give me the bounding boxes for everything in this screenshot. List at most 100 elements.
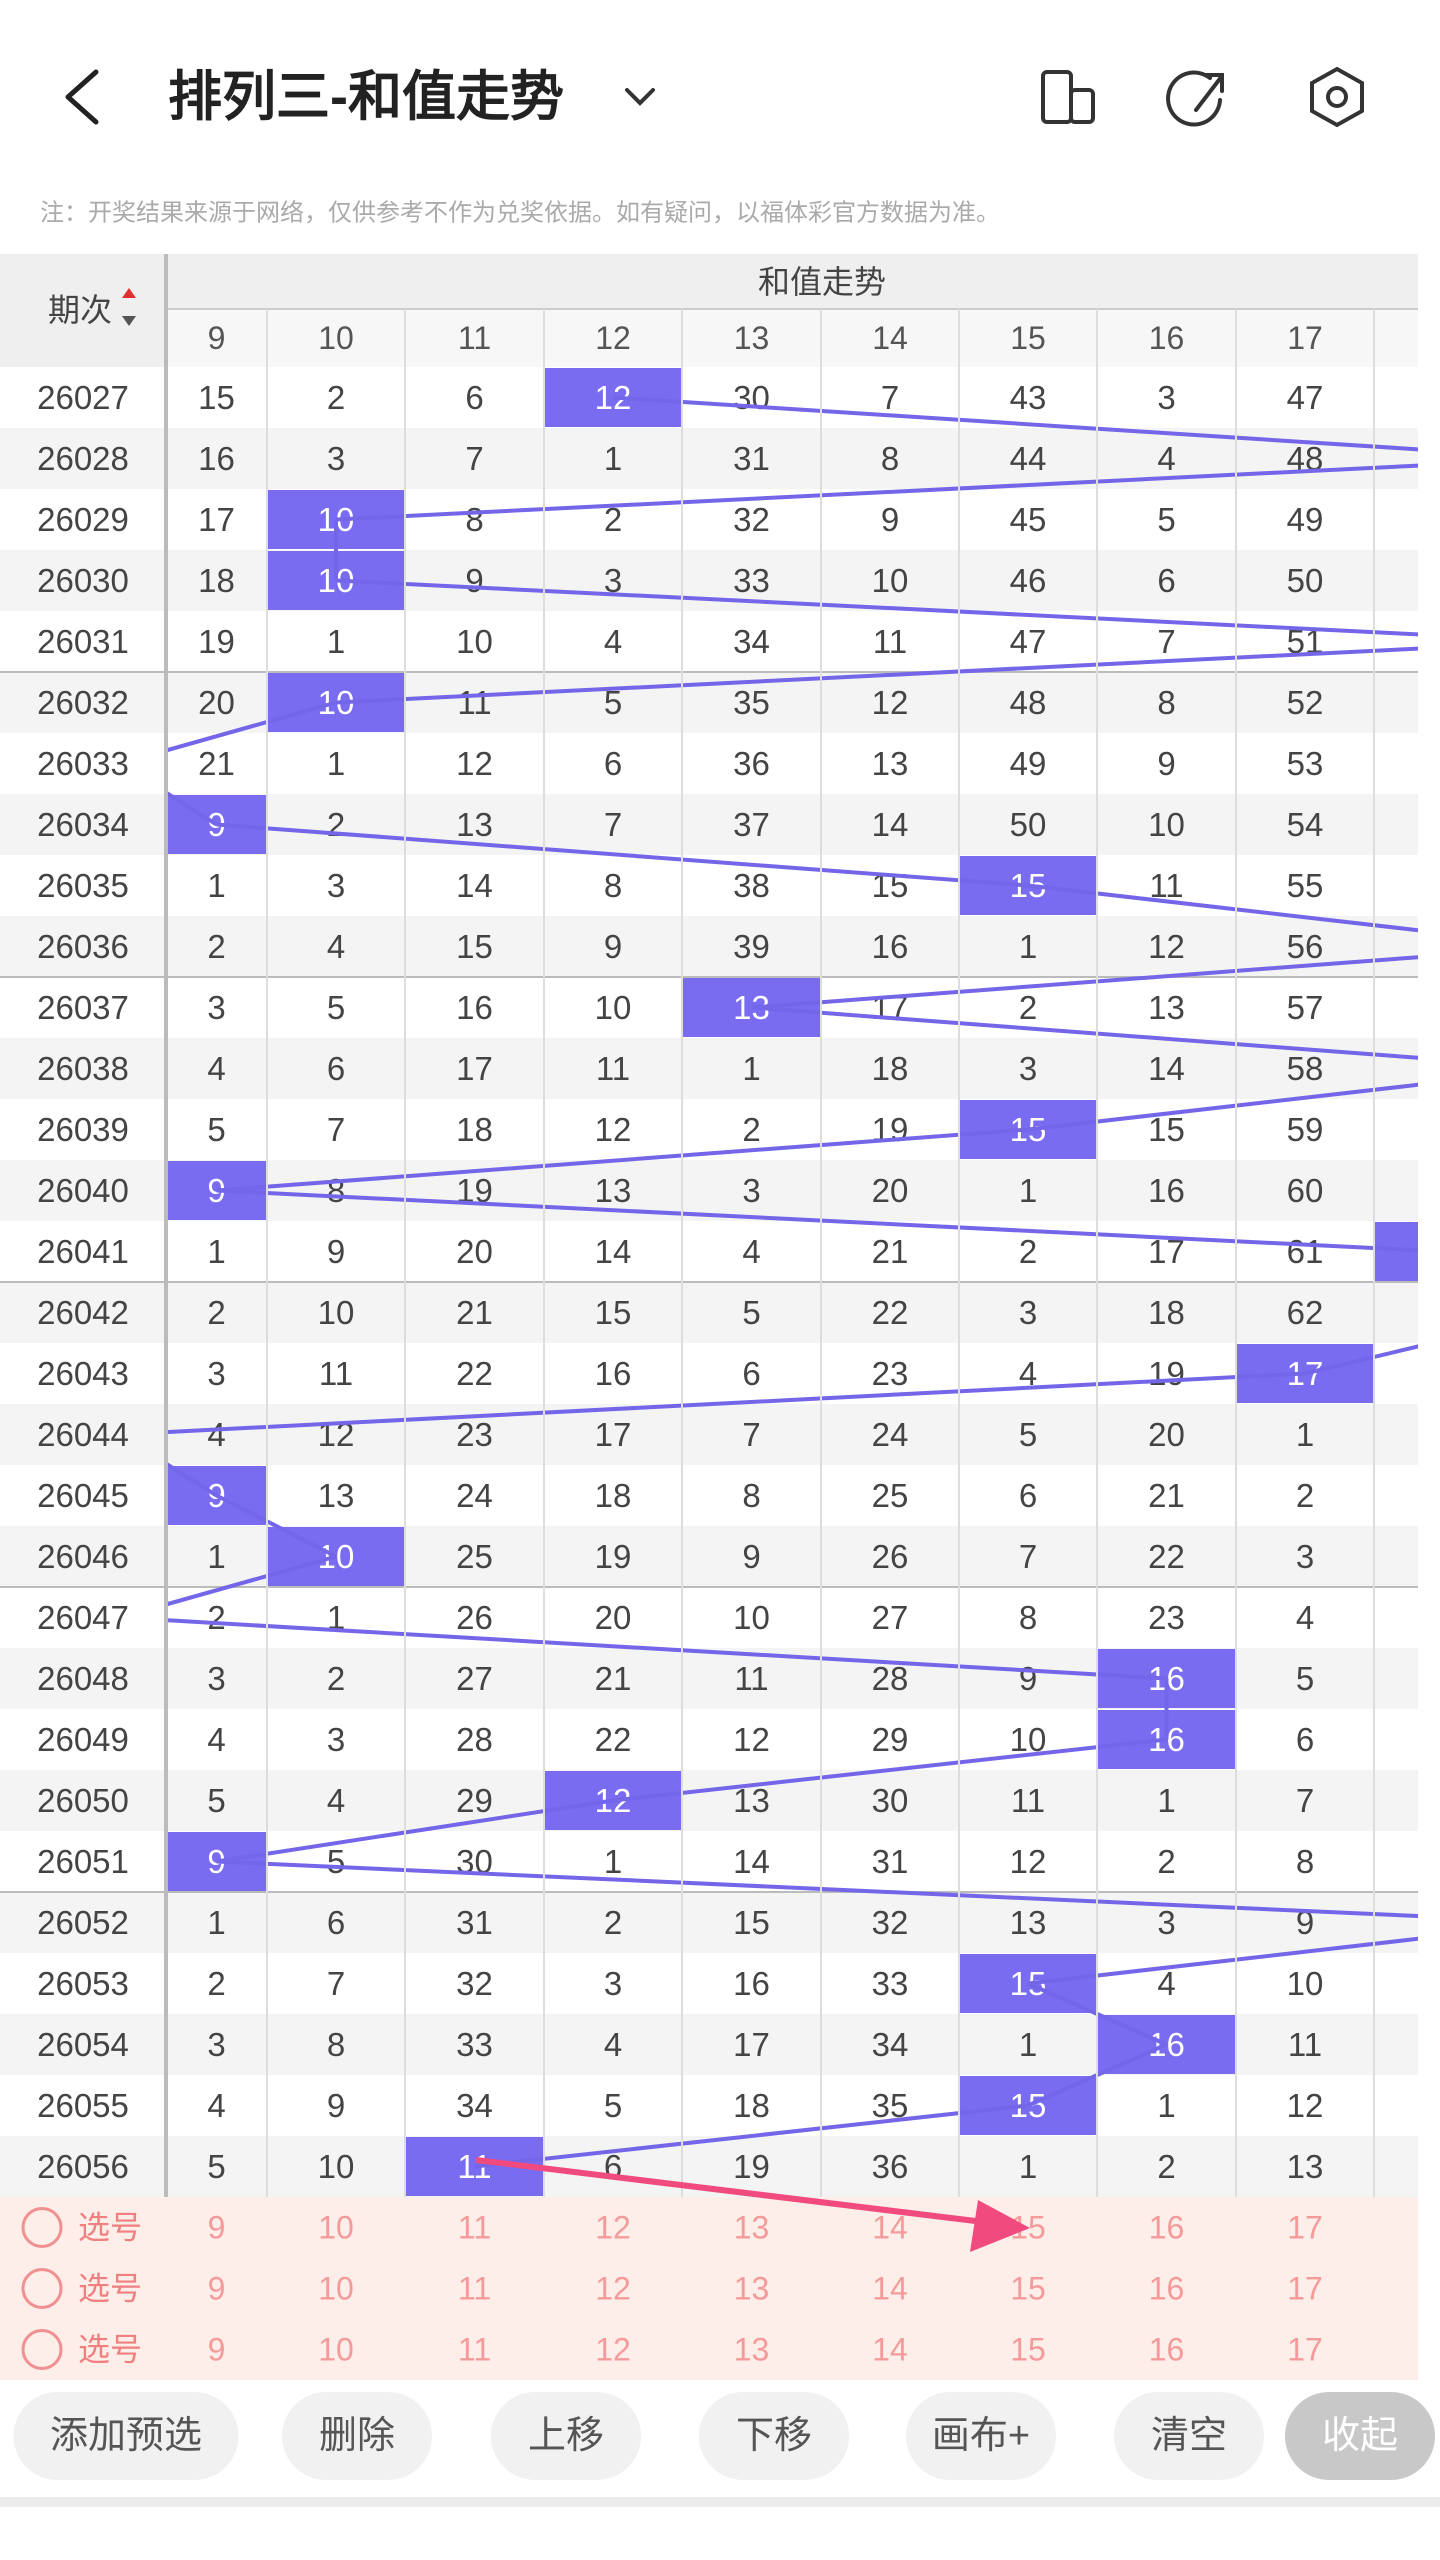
cell: 56 bbox=[1287, 928, 1324, 965]
button-label[interactable]: 清空 bbox=[1151, 2415, 1227, 2457]
button-bg[interactable] bbox=[491, 2392, 641, 2480]
cell: 14 bbox=[1148, 1050, 1185, 1087]
select-cell[interactable]: 13 bbox=[734, 2210, 770, 2246]
select-bg bbox=[0, 2197, 1418, 2380]
cell: 1 bbox=[1157, 2087, 1175, 2124]
select-cell[interactable]: 17 bbox=[1287, 2332, 1323, 2368]
select-cell[interactable]: 11 bbox=[458, 2332, 491, 2368]
select-cell[interactable]: 10 bbox=[318, 2332, 354, 2368]
title-dropdown[interactable] bbox=[625, 88, 655, 106]
cell: 10 bbox=[1148, 806, 1185, 843]
select-cell[interactable]: 17 bbox=[1287, 2210, 1323, 2246]
select-cell[interactable]: 9 bbox=[208, 2332, 226, 2368]
cell: 1 bbox=[604, 440, 622, 477]
select-radio[interactable] bbox=[21, 2207, 63, 2248]
cell: 20 bbox=[595, 1599, 632, 1636]
cell: 15 bbox=[733, 1904, 770, 1941]
button-label[interactable]: 下移 bbox=[736, 2415, 812, 2457]
cell: 3 bbox=[604, 562, 622, 599]
bottom-bar bbox=[0, 2497, 1440, 2560]
select-label[interactable]: 选号 bbox=[78, 2271, 142, 2307]
button[interactable]: 下移 bbox=[699, 2392, 849, 2480]
select-cell[interactable]: 12 bbox=[595, 2210, 631, 2246]
button-label[interactable]: 上移 bbox=[528, 2415, 604, 2457]
select-cell[interactable]: 17 bbox=[1287, 2271, 1323, 2307]
select-cell[interactable]: 12 bbox=[595, 2271, 631, 2307]
select-cell[interactable]: 15 bbox=[1010, 2271, 1046, 2307]
cell: 3 bbox=[742, 1172, 760, 1209]
cell: 3 bbox=[1019, 1294, 1037, 1331]
select-cell[interactable]: 11 bbox=[458, 2210, 491, 2246]
button-label[interactable]: 添加预选 bbox=[50, 2415, 202, 2457]
cell: 9 bbox=[465, 562, 483, 599]
select-cell[interactable]: 14 bbox=[872, 2271, 908, 2307]
select-cell[interactable]: 9 bbox=[208, 2210, 226, 2246]
cell: 13 bbox=[1010, 1904, 1047, 1941]
cell: 10 bbox=[872, 562, 909, 599]
button-label[interactable]: 删除 bbox=[319, 2415, 395, 2457]
button[interactable]: 删除 bbox=[282, 2392, 432, 2480]
select-radio[interactable] bbox=[21, 2268, 63, 2309]
row-bg bbox=[0, 1343, 1418, 1404]
cell: 1 bbox=[207, 1233, 225, 1270]
select-cell[interactable]: 12 bbox=[595, 2332, 631, 2368]
cell: 7 bbox=[465, 440, 483, 477]
select-cell[interactable]: 10 bbox=[318, 2271, 354, 2307]
select-cell[interactable]: 16 bbox=[1149, 2271, 1185, 2307]
sort-down[interactable] bbox=[122, 316, 136, 326]
button[interactable]: 添加预选 bbox=[13, 2392, 239, 2480]
sort-up[interactable] bbox=[122, 288, 136, 298]
select-cell[interactable]: 9 bbox=[208, 2271, 226, 2307]
select-cell[interactable]: 13 bbox=[734, 2332, 770, 2368]
back-button[interactable] bbox=[65, 69, 99, 125]
cell: 13 bbox=[456, 806, 493, 843]
cell: 32 bbox=[872, 1904, 909, 1941]
cell: 1 bbox=[1019, 1172, 1037, 1209]
cell: 18 bbox=[595, 1477, 632, 1514]
layout-icon[interactable] bbox=[1041, 70, 1095, 124]
cell: 19 bbox=[198, 623, 235, 660]
cell: 2 bbox=[327, 806, 345, 843]
select-cell[interactable]: 16 bbox=[1149, 2210, 1185, 2246]
cell: 1 bbox=[207, 1538, 225, 1575]
share-icon[interactable] bbox=[1166, 70, 1224, 127]
select-cell[interactable]: 14 bbox=[872, 2332, 908, 2368]
select-cell[interactable]: 15 bbox=[1010, 2332, 1046, 2368]
column-header: 14 bbox=[872, 320, 908, 356]
button[interactable]: 上移 bbox=[491, 2392, 641, 2480]
cell: 22 bbox=[1148, 1538, 1185, 1575]
select-cell[interactable]: 13 bbox=[734, 2271, 770, 2307]
button-label[interactable]: 画布+ bbox=[932, 2415, 1030, 2457]
hits bbox=[167, 368, 1418, 2196]
settings-icon[interactable] bbox=[1310, 66, 1364, 128]
button-bg[interactable] bbox=[1285, 2392, 1435, 2480]
cell: 31 bbox=[872, 1843, 909, 1880]
select-label[interactable]: 选号 bbox=[78, 2332, 142, 2368]
select-cell[interactable]: 11 bbox=[458, 2271, 491, 2307]
button-bg[interactable] bbox=[906, 2392, 1056, 2480]
cell: 6 bbox=[1019, 1477, 1037, 1514]
select-cell[interactable]: 14 bbox=[872, 2210, 908, 2246]
select-cell[interactable]: 10 bbox=[318, 2210, 354, 2246]
cell: 3 bbox=[327, 440, 345, 477]
select-radio[interactable] bbox=[21, 2329, 63, 2370]
select-cell[interactable]: 16 bbox=[1149, 2332, 1185, 2368]
button-label[interactable]: 收起 bbox=[1322, 2415, 1398, 2457]
button-bg[interactable] bbox=[282, 2392, 432, 2480]
cell: 45 bbox=[1010, 501, 1047, 538]
issue: 26050 bbox=[37, 1782, 129, 1819]
button[interactable]: 收起 bbox=[1285, 2392, 1435, 2480]
select-label[interactable]: 选号 bbox=[78, 2210, 142, 2246]
cell: 36 bbox=[733, 745, 770, 782]
cell: 9 bbox=[604, 928, 622, 965]
button-bg[interactable] bbox=[13, 2392, 239, 2480]
cell: 6 bbox=[1296, 1721, 1314, 1758]
issue: 26052 bbox=[37, 1904, 129, 1941]
cell: 60 bbox=[1287, 1172, 1324, 1209]
cell: 4 bbox=[604, 2026, 622, 2063]
button-bg[interactable] bbox=[699, 2392, 849, 2480]
button[interactable]: 画布+ bbox=[906, 2392, 1056, 2480]
issue: 26032 bbox=[37, 684, 129, 721]
button-bg[interactable] bbox=[1114, 2392, 1264, 2480]
button[interactable]: 清空 bbox=[1114, 2392, 1264, 2480]
